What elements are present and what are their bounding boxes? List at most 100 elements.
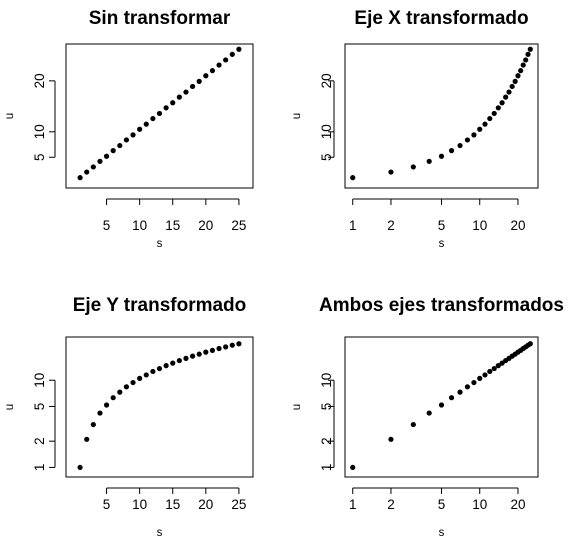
data-point <box>209 68 216 74</box>
data-point <box>123 137 130 143</box>
data-point <box>203 73 209 79</box>
data-point <box>223 344 229 350</box>
data-point <box>97 410 103 416</box>
x-tick-label: 10 <box>132 497 147 512</box>
x-tick-label: 10 <box>132 218 147 233</box>
plot-frame <box>65 336 254 478</box>
data-point <box>515 73 521 79</box>
panel-1: Sin transformar 5 10 15 20 25 s 5 10 20 u <box>4 8 254 250</box>
data-point <box>189 83 196 90</box>
x-tick-label: 5 <box>103 497 111 512</box>
data-point <box>103 153 110 159</box>
data-point <box>176 94 182 100</box>
data-point <box>527 46 533 52</box>
data-point <box>471 379 477 386</box>
data-point <box>110 148 116 154</box>
x-tick-label: 15 <box>165 497 180 512</box>
data-point <box>77 464 83 471</box>
data-point <box>117 142 123 149</box>
x-axis-label: s <box>439 238 445 250</box>
data-point <box>495 105 501 111</box>
y-tick-label: 10 <box>32 124 47 139</box>
plot-frame <box>65 43 254 189</box>
data-point <box>77 175 83 181</box>
y-axis-label: u <box>4 113 16 119</box>
data-point <box>117 389 123 395</box>
data-point <box>448 395 455 401</box>
data-point <box>130 379 136 386</box>
data-point <box>512 78 518 84</box>
data-point <box>97 158 103 164</box>
data-point <box>163 105 169 111</box>
x-axis-label: s <box>157 238 163 250</box>
x-tick-label: 20 <box>198 497 213 512</box>
data-point <box>84 436 90 442</box>
chart-title: Sin transformar <box>89 8 231 29</box>
y-tick-label: 10 <box>319 373 334 388</box>
data-point <box>196 78 202 84</box>
data-point <box>487 368 493 375</box>
data-point <box>350 464 356 471</box>
data-point <box>137 126 143 132</box>
data-point <box>457 142 463 149</box>
y-tick-label: 5 <box>32 403 47 411</box>
y-tick-label: 5 <box>319 403 334 411</box>
data-point <box>84 169 90 175</box>
chart-title: Eje Y transformado <box>73 295 247 316</box>
data-point <box>410 421 416 428</box>
data-point <box>150 368 156 375</box>
x-tick-label: 15 <box>165 218 180 233</box>
x-tick-label: 20 <box>510 497 525 512</box>
y-axis-label: u <box>291 113 303 119</box>
data-point <box>156 365 163 372</box>
y-tick-label: 1 <box>32 464 47 472</box>
data-point <box>491 110 497 117</box>
chart-title: Ambos ejes transformados <box>319 295 564 316</box>
data-point <box>471 132 477 138</box>
data-point <box>518 68 524 74</box>
y-axis-label: u <box>4 404 16 410</box>
data-point <box>183 89 189 95</box>
data-point <box>523 57 529 63</box>
data-point <box>495 363 501 369</box>
x-tick-label: 20 <box>198 218 213 233</box>
data-point <box>223 57 229 63</box>
x-tick-label: 2 <box>387 218 395 233</box>
chart-title: Eje X transformado <box>354 8 528 29</box>
data-point <box>438 402 445 408</box>
data-point <box>170 100 176 106</box>
data-point <box>170 360 176 366</box>
data-point <box>388 169 394 175</box>
data-point <box>464 384 471 390</box>
y-axis-label: u <box>291 404 303 410</box>
x-tick-label: 5 <box>438 497 446 512</box>
y-tick-label: 5 <box>319 154 334 162</box>
data-point <box>143 121 149 127</box>
data-point <box>189 353 196 359</box>
x-tick-label: 25 <box>231 497 246 512</box>
y-tick-label: 2 <box>319 437 334 445</box>
data-point <box>216 345 222 352</box>
data-point <box>163 363 169 369</box>
y-tick-label: 20 <box>32 73 47 88</box>
data-point <box>499 100 505 106</box>
data-point <box>236 46 242 52</box>
data-point <box>506 89 512 95</box>
data-point <box>90 164 96 170</box>
data-point <box>236 341 242 347</box>
y-tick-label: 20 <box>319 73 334 88</box>
plot-frame <box>344 43 539 189</box>
y-tick-label: 10 <box>32 373 47 388</box>
y-tick-label: 10 <box>319 124 334 139</box>
data-point <box>143 372 149 378</box>
x-axis-label: s <box>439 527 445 539</box>
data-point <box>388 436 394 442</box>
x-axis-label: s <box>157 527 163 539</box>
panel-4: Ambos ejes transformados 1 2 5 10 20 s 1 2 5 10 u <box>291 295 564 539</box>
data-point <box>426 410 432 416</box>
data-point <box>477 375 483 381</box>
data-point <box>216 62 222 68</box>
data-point <box>525 51 531 57</box>
